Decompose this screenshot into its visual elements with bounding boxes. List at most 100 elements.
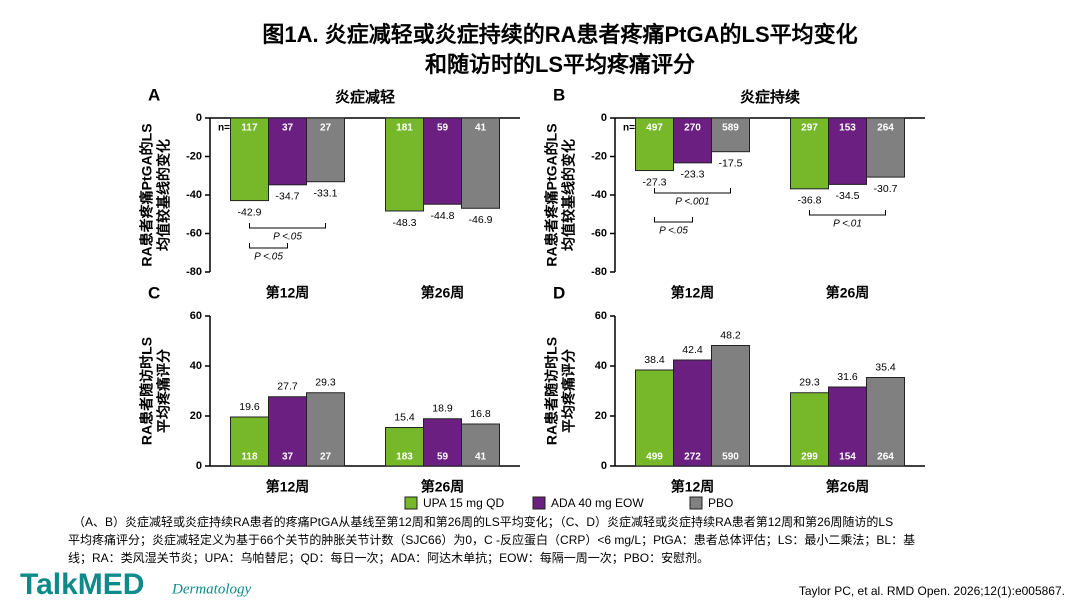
value-label: 35.4 (875, 361, 896, 373)
value-label: -36.8 (798, 195, 822, 207)
y-tick-label: -60 (186, 227, 202, 239)
value-label: 29.3 (315, 377, 336, 389)
significance-label: P <.01 (833, 219, 862, 230)
y-tick-label: 0 (196, 460, 202, 472)
value-label: 31.6 (837, 371, 858, 383)
bar (635, 369, 674, 467)
n-label: 264 (877, 452, 894, 463)
n-label: 589 (722, 123, 739, 134)
value-label: 38.4 (644, 354, 665, 366)
x-tick-label: 第26周 (421, 285, 465, 301)
bar (385, 117, 424, 212)
significance-label: P <.05 (254, 252, 283, 263)
value-label: -46.9 (469, 214, 493, 226)
bar (828, 117, 867, 185)
bar (268, 396, 307, 467)
y-tick-label: 0 (196, 112, 202, 124)
n-label: 590 (722, 452, 739, 463)
value-label: 16.8 (470, 408, 491, 420)
significance-label: P <.05 (273, 232, 302, 243)
y-tick-label: -40 (186, 189, 202, 201)
x-tick-label: 第12周 (266, 479, 310, 495)
bar (423, 117, 462, 205)
title: 图1A. 炎症减轻或炎症持续的RA患者疼痛PtGA的LS平均变化 (262, 22, 857, 47)
y-axis-label: RA患者随访时LS (139, 337, 155, 445)
legend-label: PBO (708, 496, 733, 510)
significance-bracket (249, 223, 326, 229)
y-tick-label: -80 (186, 266, 202, 278)
n-label: 183 (396, 452, 413, 463)
significance-bracket (654, 217, 693, 223)
value-label: -33.1 (314, 187, 338, 199)
significance-bracket (809, 210, 886, 216)
n-label: 181 (396, 123, 413, 134)
y-tick-label: -20 (186, 150, 202, 162)
y-tick-label: 20 (595, 410, 607, 422)
significance-label: P <.05 (659, 226, 688, 237)
value-label: -23.3 (681, 169, 705, 181)
n-label: 272 (684, 452, 701, 463)
y-tick-label: 40 (595, 360, 607, 372)
n-label: 59 (437, 123, 449, 134)
bar (711, 345, 750, 467)
title: 和随访时的LS平均疼痛评分 (425, 52, 695, 77)
value-label: 19.6 (239, 401, 260, 413)
n-label: 41 (475, 123, 487, 134)
value-label: 27.7 (277, 381, 298, 393)
n-prefix: n= (218, 123, 230, 134)
value-label: -34.5 (836, 190, 860, 202)
legend-swatch (689, 496, 703, 510)
n-label: 499 (646, 452, 663, 463)
legend-swatch (532, 496, 546, 510)
bar (423, 418, 462, 467)
bar (306, 392, 345, 467)
value-label: -34.7 (276, 191, 300, 203)
significance-label: P <.001 (675, 197, 709, 208)
n-label: 41 (475, 452, 487, 463)
x-tick-label: 第12周 (266, 285, 310, 301)
value-label: 29.3 (799, 377, 820, 389)
y-tick-label: -80 (591, 266, 607, 278)
n-label: 117 (241, 123, 258, 134)
n-label: 297 (801, 123, 818, 134)
x-tick-label: 第26周 (826, 285, 870, 301)
value-label: -30.7 (874, 183, 898, 195)
legend-swatch (404, 496, 418, 510)
significance-bracket (654, 188, 731, 194)
bar (711, 117, 750, 153)
y-tick-label: 60 (595, 310, 607, 322)
bar (828, 386, 867, 467)
y-axis-label: 平均疼痛评分 (561, 349, 577, 433)
value-label: -42.9 (238, 206, 262, 218)
n-label: 154 (839, 452, 856, 463)
n-prefix: n= (623, 123, 635, 134)
y-tick-label: -60 (591, 227, 607, 239)
x-tick-label: 第12周 (671, 285, 715, 301)
n-label: 59 (437, 452, 449, 463)
value-label: 48.2 (720, 329, 741, 341)
n-label: 37 (282, 123, 294, 134)
y-axis-label: 平均疼痛评分 (156, 349, 172, 433)
panel-letter: A (148, 85, 160, 104)
y-axis-label: RA患者疼痛PtGA的LS (544, 123, 560, 266)
footnote: （A、B）炎症减轻或炎症持续RA患者的疼痛PtGA从基线至第12周和第26周的L… (73, 514, 893, 529)
logo-sub: Dermatology (171, 581, 251, 597)
y-tick-label: 40 (190, 360, 202, 372)
n-label: 27 (320, 452, 332, 463)
logo: TalkMED (20, 568, 144, 601)
panel-title: 炎症持续 (740, 88, 800, 106)
panel-letter: D (553, 283, 565, 302)
panel-title: 炎症减轻 (335, 88, 395, 106)
n-label: 27 (320, 123, 332, 134)
bar (635, 117, 674, 172)
y-tick-label: -20 (591, 150, 607, 162)
panel-letter: C (148, 283, 160, 302)
y-axis-label: RA患者疼痛PtGA的LS (139, 123, 155, 266)
y-tick-label: 60 (190, 310, 202, 322)
value-label: -44.8 (431, 210, 455, 222)
bar (790, 117, 829, 190)
y-axis-label: 均值较基线的变化 (156, 139, 172, 251)
n-label: 264 (877, 123, 894, 134)
